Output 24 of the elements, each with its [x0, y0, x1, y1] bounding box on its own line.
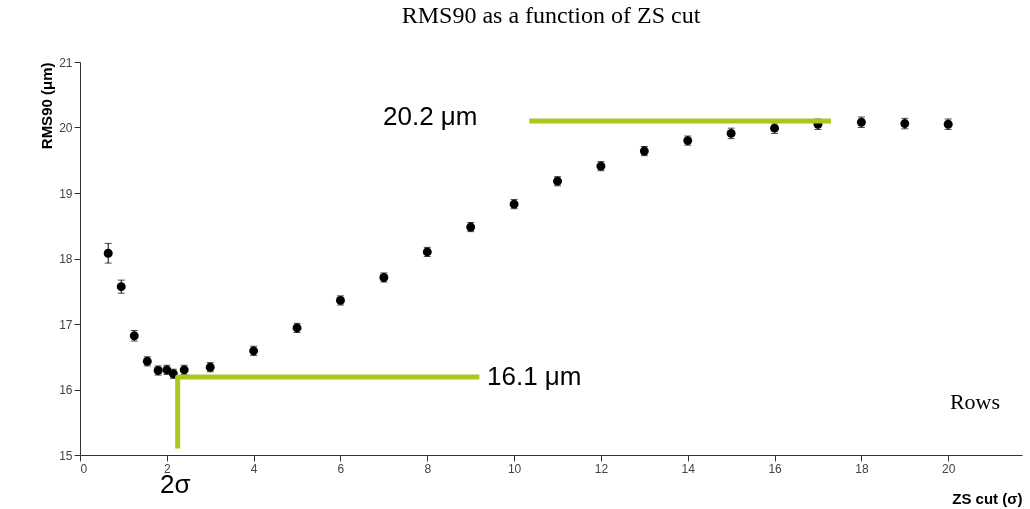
point	[103, 248, 113, 258]
x-tick-label: 16	[768, 461, 783, 476]
y-tick-label: 17	[59, 317, 73, 332]
y-tick-label: 19	[59, 186, 73, 201]
x-axis-title: ZS cut (σ)	[952, 489, 1023, 507]
annotation: Rows	[949, 389, 1000, 414]
x-tick-label: 14	[681, 461, 696, 476]
annotation: 16.1 μm	[487, 361, 582, 391]
x-tick-label: 18	[855, 461, 869, 476]
y-tick-label: 18	[59, 252, 73, 266]
y-tick-label: 20	[59, 121, 73, 135]
chart-title: RMS90 as a function of ZS cut	[401, 2, 701, 28]
x-tick-label: 4	[250, 461, 258, 476]
x-tick-label: 6	[337, 461, 345, 476]
y-tick-label: 21	[59, 55, 73, 70]
x-tick-label: 8	[424, 461, 432, 476]
x-tick-label: 20	[942, 461, 956, 476]
x-tick-label: 0	[80, 461, 88, 476]
x-tick-label: 12	[594, 461, 609, 476]
y-tick-label: 16	[59, 383, 73, 397]
y-tick-label: 15	[59, 448, 73, 463]
annotation: 20.2 μm	[383, 101, 478, 131]
x-tick-label: 10	[507, 461, 522, 476]
y-axis-title: RMS90 (μm)	[38, 62, 56, 150]
